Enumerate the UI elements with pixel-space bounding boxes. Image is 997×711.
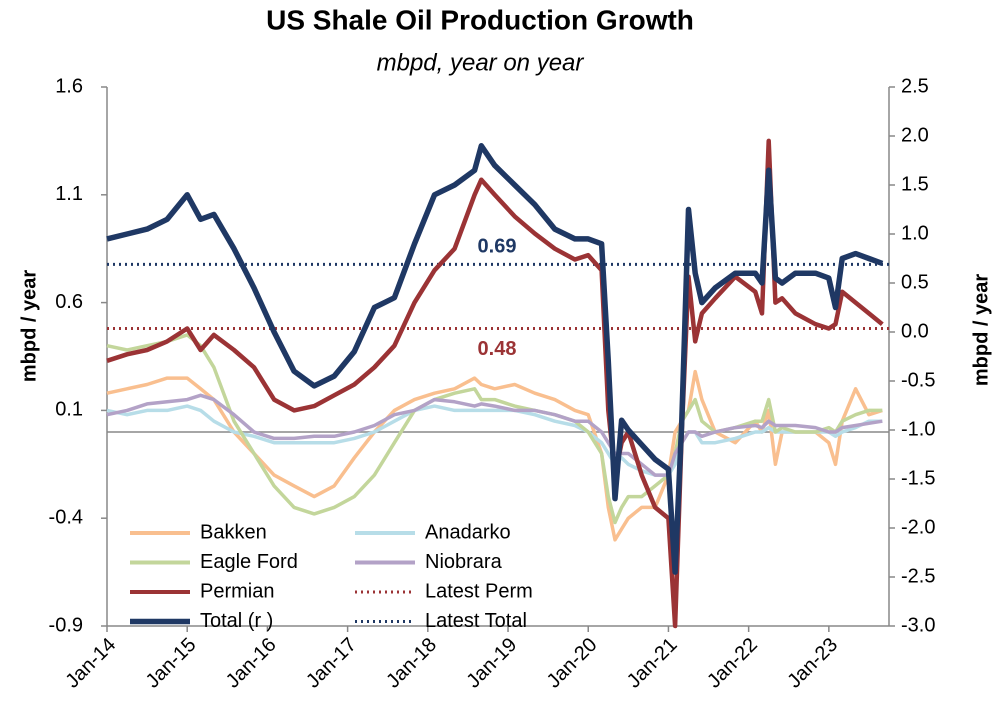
x-tick-label: Jan-19 [462, 634, 521, 693]
y-axis-title: mbpd / year [18, 270, 40, 382]
y-tick-label: 0.6 [55, 291, 83, 313]
y2-axis-title: mbpd / year [970, 274, 992, 386]
x-tick-label: Jan-15 [142, 634, 201, 693]
legend-label: Permian [200, 580, 274, 602]
x-tick-label: Jan-18 [382, 634, 441, 693]
y-tick-label: -0.9 [49, 614, 83, 636]
legend-box [118, 516, 568, 624]
legend-label: Latest Perm [425, 580, 533, 602]
series-line [106, 333, 883, 525]
y2-tick-label: -1.5 [901, 467, 935, 489]
series-line [106, 143, 884, 575]
y2-tick-label: -1.0 [901, 418, 935, 440]
y2-tick-label: 2.0 [901, 124, 929, 146]
y2-tick-label: 0.5 [901, 271, 929, 293]
reference-label: 0.48 [478, 338, 517, 360]
x-tick-label: Jan-16 [222, 634, 281, 693]
y-tick-label: 0.1 [55, 399, 83, 421]
x-tick-label: Jan-14 [61, 634, 120, 693]
y-tick-label: -0.4 [49, 506, 83, 528]
y-tick-label: 1.1 [55, 183, 83, 205]
reference-label: 0.69 [478, 236, 517, 258]
y2-tick-label: -0.5 [901, 369, 935, 391]
legend-label: Latest Total [425, 610, 527, 632]
chart-subtitle: mbpd, year on year [377, 49, 585, 76]
y2-tick-label: 1.0 [901, 222, 929, 244]
y2-tick-label: 2.5 [901, 75, 929, 97]
x-tick-label: Jan-17 [302, 634, 361, 693]
legend-label: Anadarko [425, 521, 511, 543]
x-tick-label: Jan-23 [783, 634, 842, 693]
y2-tick-label: -3.0 [901, 614, 935, 636]
series-line [106, 393, 883, 477]
chart-title: US Shale Oil Production Growth [266, 4, 694, 35]
legend-label: Eagle Ford [200, 551, 298, 573]
x-tick-label: Jan-22 [703, 634, 762, 693]
y2-tick-label: 0.0 [901, 320, 929, 342]
legend-label: Total (r ) [200, 610, 273, 632]
y2-tick-label: 1.5 [901, 173, 929, 195]
y2-tick-label: -2.5 [901, 565, 935, 587]
legend-label: Niobrara [425, 551, 503, 573]
y-tick-label: 1.6 [55, 75, 83, 97]
x-tick-label: Jan-21 [623, 634, 682, 693]
y2-tick-label: -2.0 [901, 516, 935, 538]
legend-label: Bakken [200, 521, 267, 543]
x-tick-label: Jan-20 [543, 634, 602, 693]
